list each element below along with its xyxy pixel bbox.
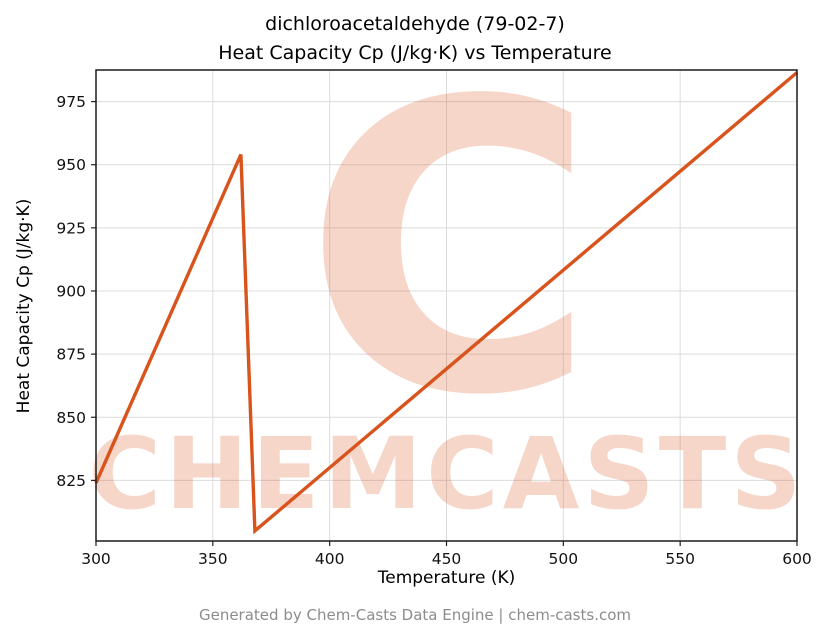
x-tick-label: 300 <box>81 550 111 568</box>
chart-title: dichloroacetaldehyde (79-02-7) Heat Capa… <box>0 10 830 67</box>
y-tick-labels: 825 850 875 900 925 950 975 <box>56 93 86 490</box>
x-tick-label: 550 <box>665 550 695 568</box>
plot-frame <box>95 69 798 542</box>
x-tick-label: 400 <box>315 550 345 568</box>
y-tick-label: 925 <box>56 219 86 237</box>
x-tick-label: 500 <box>549 550 579 568</box>
y-tick-label: 900 <box>56 282 86 300</box>
y-tick-label: 825 <box>56 472 86 490</box>
series-line <box>94 71 799 535</box>
x-tick-labels: 300 350 400 450 500 550 600 <box>81 550 812 568</box>
footer-caption: Generated by Chem-Casts Data Engine | ch… <box>198 606 632 624</box>
x-tick-label: 450 <box>432 550 462 568</box>
tick-marks <box>91 100 798 546</box>
x-axis-label: Temperature (K) <box>377 568 516 588</box>
watermark-text: CHEMCASTS <box>88 417 805 532</box>
chart-title-line2: Heat Capacity Cp (J/kg·K) vs Temperature <box>218 41 612 64</box>
x-tick-label: 350 <box>198 550 228 568</box>
y-tick-label: 950 <box>56 156 86 174</box>
y-tick-label: 975 <box>56 93 86 111</box>
y-tick-label: 850 <box>56 409 86 427</box>
y-tick-label: 875 <box>56 346 86 364</box>
chart-title-line1: dichloroacetaldehyde (79-02-7) <box>265 13 565 35</box>
x-tick-label: 600 <box>782 550 812 568</box>
watermark-logo-icon: C <box>303 18 597 483</box>
